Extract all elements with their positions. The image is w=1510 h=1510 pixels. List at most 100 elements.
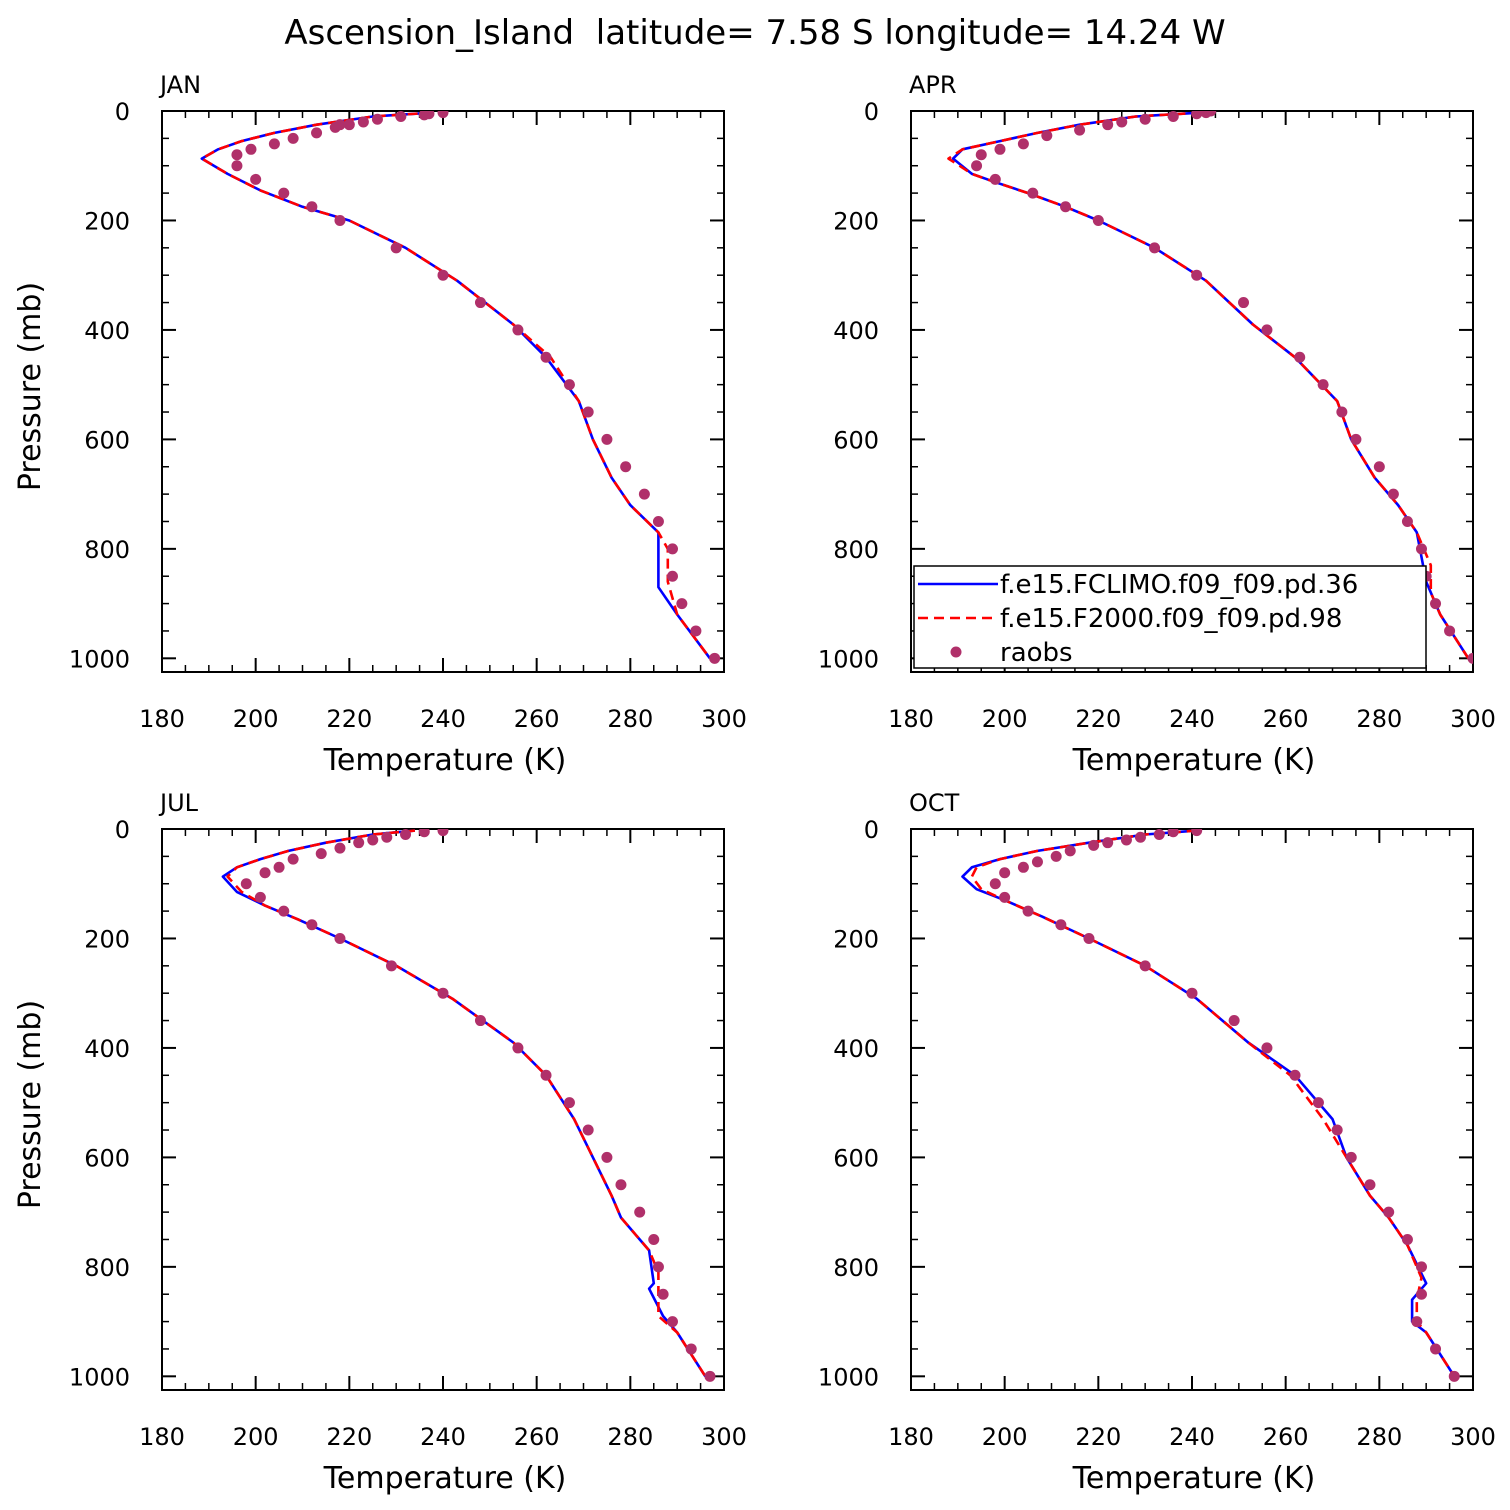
- plot-data: [221, 829, 716, 1382]
- x-tick-label: 220: [326, 705, 372, 733]
- raobs-point: [437, 111, 449, 119]
- y-tick-label: 600: [833, 426, 879, 454]
- raobs-point: [1261, 1042, 1273, 1054]
- raobs-point: [601, 433, 613, 445]
- x-tick-label: 240: [420, 705, 466, 733]
- raobs-point: [1317, 379, 1329, 391]
- raobs-point: [287, 132, 299, 144]
- raobs-point: [1153, 829, 1165, 840]
- raobs-point: [240, 878, 252, 890]
- legend: f.e15.FCLIMO.f09_f09.pd.36 f.e15.F2000.f0…: [913, 565, 1427, 669]
- raobs-point: [563, 1097, 575, 1109]
- y-tick-label: 800: [84, 536, 130, 564]
- raobs-point: [437, 269, 449, 281]
- y-tick-label: 1000: [69, 1363, 130, 1391]
- raobs-point: [1186, 987, 1198, 999]
- legend-swatch-dot: [950, 646, 962, 658]
- x-tick-label: 280: [607, 1423, 653, 1451]
- legend-label: f.e15.F2000.f09_f09.pd.98: [1000, 604, 1342, 634]
- raobs-point: [385, 960, 397, 972]
- plot-frame: [910, 828, 1474, 1391]
- raobs-point: [1017, 138, 1029, 150]
- raobs-point: [1312, 1097, 1324, 1109]
- raobs-point: [1092, 214, 1104, 226]
- y-tick-label: 1000: [818, 645, 879, 673]
- x-tick-label: 260: [1263, 705, 1309, 733]
- raobs-point: [259, 867, 271, 879]
- x-tick-label: 240: [420, 1423, 466, 1451]
- y-tick-label: 600: [84, 1144, 130, 1172]
- y-tick-label: 0: [864, 98, 879, 126]
- raobs-point: [437, 987, 449, 999]
- x-tick-label: 200: [982, 705, 1028, 733]
- raobs-point: [652, 1261, 664, 1273]
- raobs-point: [1238, 297, 1250, 309]
- legend-label: f.e15.FCLIMO.f09_f09.pd.36: [1000, 570, 1358, 600]
- y-tick-label: 800: [833, 1254, 879, 1282]
- raobs-point: [540, 1069, 552, 1081]
- raobs-point: [1289, 1069, 1301, 1081]
- raobs-point: [709, 652, 721, 664]
- raobs-point: [437, 829, 449, 837]
- raobs-point: [357, 116, 369, 128]
- raobs-point: [1167, 829, 1179, 838]
- raobs-point: [329, 121, 341, 133]
- raobs-point: [278, 187, 290, 199]
- raobs-point: [231, 149, 243, 161]
- raobs-point: [395, 111, 407, 122]
- raobs-point: [1350, 433, 1362, 445]
- raobs-point: [1415, 1261, 1427, 1273]
- plot-data: [961, 829, 1460, 1382]
- x-tick-label: 300: [701, 705, 747, 733]
- raobs-point: [1120, 834, 1132, 846]
- raobs-point: [648, 1233, 660, 1245]
- x-tick-label: 260: [514, 1423, 560, 1451]
- x-tick-label: 220: [1075, 1423, 1121, 1451]
- raobs-point: [704, 1370, 716, 1382]
- raobs-point: [657, 1288, 669, 1300]
- raobs-point: [1191, 269, 1203, 281]
- x-tick-label: 280: [1356, 705, 1402, 733]
- raobs-point: [268, 138, 280, 150]
- raobs-point: [1294, 351, 1306, 363]
- x-tick-label: 300: [701, 1423, 747, 1451]
- y-tick-label: 200: [833, 925, 879, 953]
- legend-label: raobs: [1000, 638, 1073, 668]
- raobs-point: [400, 829, 412, 840]
- raobs-point: [1022, 905, 1034, 917]
- x-tick-label: 180: [888, 1423, 934, 1451]
- raobs-point: [1055, 919, 1067, 931]
- x-tick-label: 240: [1169, 1423, 1215, 1451]
- figure-title: Ascension_Island latitude= 7.58 S longit…: [284, 13, 1225, 53]
- raobs-point: [1139, 960, 1151, 972]
- x-tick-label: 180: [139, 1423, 185, 1451]
- raobs-point: [1041, 130, 1053, 142]
- raobs-point: [381, 831, 393, 843]
- raobs-point: [1139, 113, 1151, 125]
- raobs-point: [1050, 850, 1062, 862]
- raobs-point: [1336, 406, 1348, 418]
- raobs-point: [999, 867, 1011, 879]
- raobs-point: [1031, 856, 1043, 868]
- y-tick-label: 1000: [69, 645, 130, 673]
- x-tick-label: 260: [1263, 1423, 1309, 1451]
- series-line-fclimo: [221, 829, 707, 1378]
- y-tick-label: 200: [833, 207, 879, 235]
- raobs-point: [306, 201, 318, 213]
- series-line-fclimo: [200, 111, 711, 660]
- raobs-point: [371, 113, 383, 125]
- raobs-point: [582, 406, 594, 418]
- raobs-point: [989, 173, 1001, 185]
- raobs-point: [994, 143, 1006, 155]
- raobs-point: [1102, 837, 1114, 849]
- raobs-point: [1383, 1206, 1395, 1218]
- raobs-point: [1467, 652, 1473, 664]
- y-tick-label: 800: [833, 536, 879, 564]
- raobs-point: [666, 543, 678, 555]
- raobs-point: [1430, 1343, 1442, 1355]
- raobs-point: [1083, 932, 1095, 944]
- y-tick-label: 200: [84, 207, 130, 235]
- series-line-f2000: [226, 829, 707, 1378]
- panel-label: JUL: [158, 789, 199, 817]
- plot-frame: [161, 110, 725, 673]
